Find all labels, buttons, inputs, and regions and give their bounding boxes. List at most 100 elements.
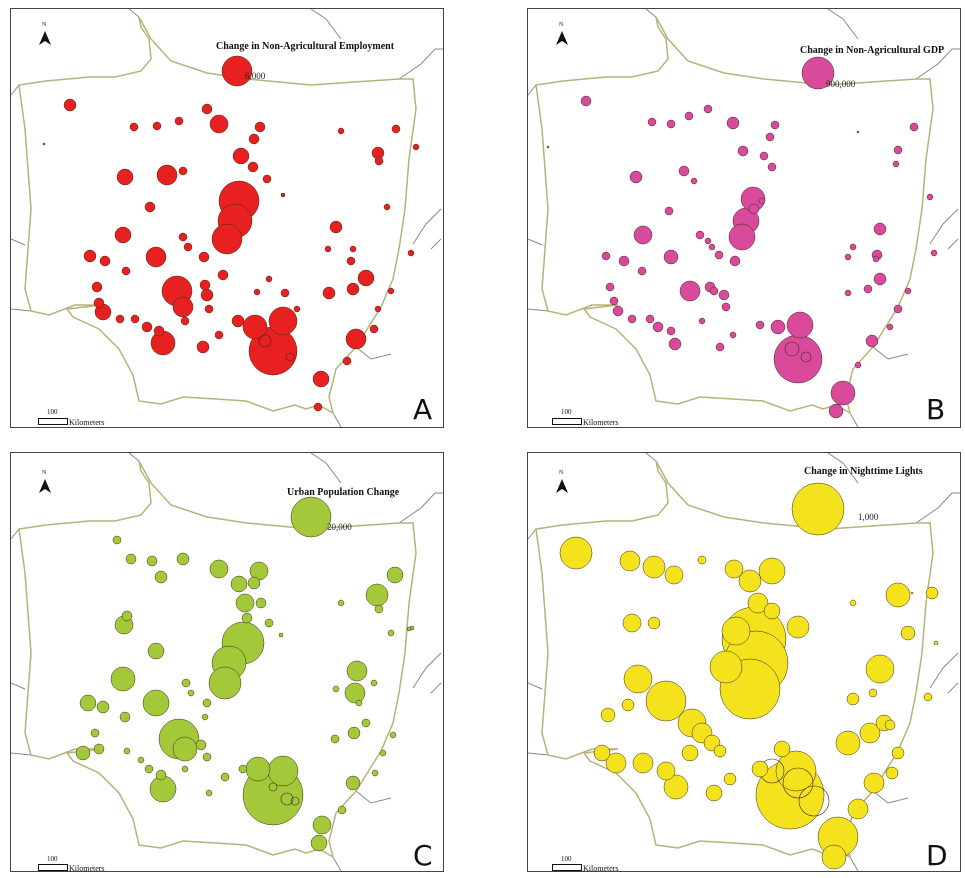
data-bubble (893, 145, 903, 155)
data-bubble (605, 752, 627, 774)
data-bubble (280, 192, 286, 198)
data-bubble (123, 747, 131, 755)
data-bubble (253, 288, 261, 296)
data-bubble (332, 685, 340, 693)
data-bubble (247, 576, 261, 590)
data-bubble (155, 769, 167, 781)
data-bubble (195, 739, 207, 751)
data-bubble (904, 287, 912, 295)
data-bubble (201, 713, 209, 721)
data-bubble (91, 281, 103, 293)
data-bubble (196, 340, 210, 354)
data-bubble (407, 249, 415, 257)
data-bubble (386, 566, 404, 584)
data-bubble (345, 775, 361, 791)
data-bubble (371, 769, 379, 777)
data-bubble (798, 785, 830, 817)
data-bubble (406, 626, 412, 632)
north-arrow-icon (39, 479, 51, 493)
data-bubble (116, 168, 134, 186)
neighbor-outline (11, 453, 443, 871)
data-bubble (114, 226, 132, 244)
data-bubble (726, 116, 740, 130)
data-bubble (144, 764, 154, 774)
data-bubble (930, 249, 938, 257)
data-bubble (859, 722, 881, 744)
scale-bar (38, 418, 68, 425)
data-bubble (679, 280, 701, 302)
data-bubble (647, 117, 657, 127)
data-bubble (854, 361, 862, 369)
bubble-layer (75, 496, 415, 852)
data-bubble (593, 744, 611, 762)
data-bubble (697, 555, 707, 565)
data-bubble (130, 314, 140, 324)
data-bubble (90, 728, 100, 738)
data-bubble (141, 321, 153, 333)
legend-title: Urban Population Change (287, 487, 400, 498)
data-bubble (176, 552, 190, 566)
data-bubble (800, 351, 812, 363)
data-bubble (656, 761, 676, 781)
data-bubble (886, 323, 894, 331)
data-bubble (115, 314, 125, 324)
data-bubble (723, 772, 737, 786)
data-bubble (198, 251, 210, 263)
data-bubble (868, 688, 878, 698)
data-bubble (786, 311, 814, 339)
scale-unit: Kilometers (69, 864, 105, 872)
north-label: N (559, 22, 564, 28)
data-bubble (149, 775, 177, 803)
data-bubble (695, 230, 705, 240)
scale-unit: Kilometers (583, 864, 619, 872)
data-bubble (63, 98, 77, 112)
bubble-layer (546, 56, 938, 419)
data-bubble (290, 496, 332, 538)
data-bubble (873, 272, 887, 286)
data-bubble (83, 249, 97, 263)
north-arrow-icon (556, 31, 568, 45)
data-bubble (885, 582, 911, 608)
data-bubble (645, 314, 655, 324)
data-bubble (782, 767, 814, 799)
map-panel-a: N Change in Non-Agricultural Employment … (10, 8, 444, 428)
data-bubble (346, 256, 356, 266)
data-bubble (629, 170, 643, 184)
data-bubble (663, 249, 679, 265)
map-panel-b: N Change in Non-Agricultural GDP 900,000… (527, 8, 961, 428)
map-canvas (11, 453, 443, 871)
data-bubble (748, 203, 760, 215)
data-bubble (618, 255, 630, 267)
data-bubble (310, 834, 328, 852)
data-bubble (891, 746, 905, 760)
map-panel-c: N Urban Population Change 20,000 C 100 K… (10, 452, 444, 872)
data-bubble (612, 305, 624, 317)
data-bubble (254, 121, 266, 133)
data-bubble (633, 225, 653, 245)
legend-title: Change in Non-Agricultural Employment (216, 41, 395, 52)
data-bubble (96, 700, 110, 714)
scale-number: 100 (561, 855, 572, 863)
data-bubble (873, 222, 887, 236)
data-bubble (264, 618, 274, 628)
data-bubble (247, 161, 259, 173)
data-bubble (705, 784, 723, 802)
data-bubble (156, 164, 178, 186)
data-bubble (704, 237, 712, 245)
data-bubble (231, 314, 245, 328)
data-bubble (265, 275, 273, 283)
data-bubble (627, 314, 637, 324)
data-bubble (709, 650, 743, 684)
data-bubble (146, 555, 158, 567)
data-bubble (280, 288, 290, 298)
data-bubble (255, 597, 267, 609)
data-bubble (784, 341, 800, 357)
data-bubble (835, 730, 861, 756)
data-bubble (145, 246, 167, 268)
data-bubble (181, 765, 189, 773)
data-bubble (110, 666, 136, 692)
data-bubble (312, 370, 330, 388)
data-bubble (152, 121, 162, 131)
data-bubble (235, 593, 255, 613)
data-bubble (365, 583, 389, 607)
